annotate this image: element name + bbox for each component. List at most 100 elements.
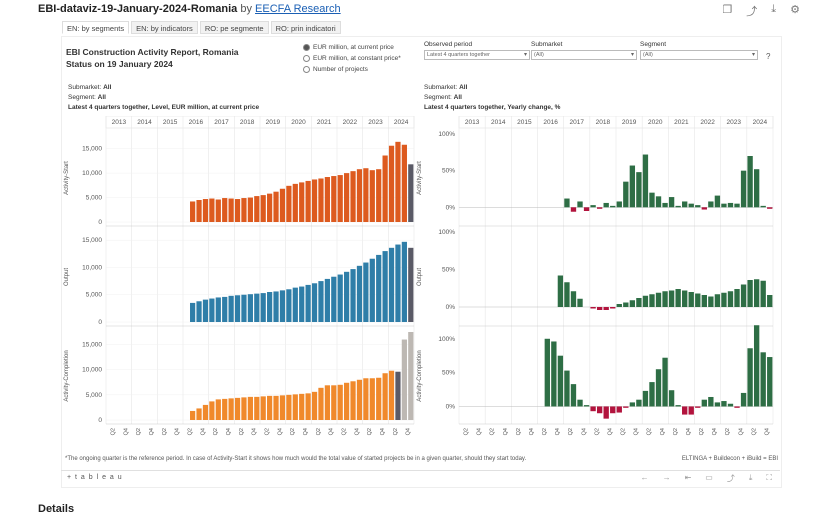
data-bar xyxy=(382,373,388,420)
filter-label: Observed period xyxy=(424,41,473,48)
revert-icon[interactable]: ⇤ xyxy=(684,473,692,482)
data-bar xyxy=(190,410,196,420)
meta-label: Segment: xyxy=(68,94,96,101)
data-bar xyxy=(279,290,286,322)
data-bar xyxy=(753,169,760,208)
data-bar xyxy=(708,396,714,407)
year-tick-label: 2017 xyxy=(214,119,229,126)
year-tick-label: 2013 xyxy=(112,119,127,126)
undo-icon[interactable]: ← xyxy=(640,473,649,482)
quarter-tick-label: Q2 xyxy=(594,428,600,435)
tab-ro-indicatori[interactable]: RO: prin indicatori xyxy=(270,21,341,34)
download-icon[interactable]: ⤓ xyxy=(748,473,753,482)
year-tick-label: 2014 xyxy=(137,119,152,126)
data-bar xyxy=(695,406,701,408)
data-bar xyxy=(682,406,688,415)
pause-icon[interactable]: ▭ xyxy=(705,473,713,482)
data-bar xyxy=(209,198,215,222)
report-title-line1: EBI Construction Activity Report, Romani… xyxy=(66,47,239,57)
radio-current-price[interactable]: EUR million, at current price xyxy=(303,42,401,53)
data-bar xyxy=(324,385,330,420)
quarter-tick-label: Q4 xyxy=(226,428,232,435)
data-bar xyxy=(311,391,318,420)
quarter-tick-label: Q4 xyxy=(686,428,692,435)
viz-title: EBI-dataviz-19-January-2024-Romania xyxy=(38,3,238,15)
data-bar xyxy=(714,195,721,208)
data-bar xyxy=(590,307,596,309)
data-bar xyxy=(727,403,734,407)
data-bar xyxy=(747,280,753,307)
data-bar xyxy=(616,406,622,413)
data-bar xyxy=(202,299,209,322)
observed-period-dropdown[interactable]: Latest 4 quarters together xyxy=(424,50,530,60)
quarter-tick-label: Q4 xyxy=(634,428,640,435)
data-bar xyxy=(570,207,577,212)
radio-constant-price[interactable]: EUR million, at constant price* xyxy=(303,53,401,64)
quarter-tick-label: Q2 xyxy=(136,428,142,435)
data-bar xyxy=(695,205,701,208)
data-bar xyxy=(395,141,401,222)
quarter-tick-label: Q4 xyxy=(581,428,587,435)
data-bar xyxy=(337,175,343,222)
details-heading: Details xyxy=(38,503,75,515)
data-bar xyxy=(708,296,714,307)
data-bar xyxy=(234,397,241,420)
year-tick-label: 2020 xyxy=(291,119,306,126)
quarter-tick-label: Q2 xyxy=(725,428,731,435)
data-bar xyxy=(688,406,694,415)
data-bar xyxy=(305,284,311,322)
data-bar xyxy=(190,201,196,222)
settings-icon[interactable]: ⚙ xyxy=(790,4,800,16)
share-icon[interactable]: ⤴ xyxy=(746,6,758,18)
data-bar xyxy=(363,378,369,420)
data-bar xyxy=(734,203,740,208)
data-bar xyxy=(557,355,564,407)
y-tick-label: 0% xyxy=(446,304,456,311)
redo-icon[interactable]: → xyxy=(662,473,671,482)
data-bar xyxy=(260,396,266,420)
data-bar xyxy=(209,298,215,322)
meta-value: All xyxy=(459,84,468,91)
tab-en-indicators[interactable]: EN: by indicators xyxy=(131,21,198,34)
quarter-tick-label: Q4 xyxy=(303,428,309,435)
filter-label: Submarket xyxy=(531,41,563,48)
data-bar xyxy=(369,378,375,420)
data-bar xyxy=(721,292,727,307)
fullscreen-icon[interactable]: ⛶ xyxy=(766,473,772,482)
quarter-tick-label: Q2 xyxy=(647,428,653,435)
data-bar xyxy=(668,197,675,208)
segment-dropdown[interactable]: (All) xyxy=(640,50,758,60)
data-bar xyxy=(623,302,629,307)
submarket-dropdown[interactable]: (All) xyxy=(531,50,637,60)
quarter-tick-label: Q4 xyxy=(712,428,718,435)
data-bar xyxy=(675,205,681,208)
tab-en-segments[interactable]: EN: by segments xyxy=(62,21,130,34)
quarter-tick-label: Q4 xyxy=(123,428,129,435)
data-bar xyxy=(228,295,234,322)
data-bar xyxy=(273,191,279,222)
data-bar xyxy=(408,247,414,322)
data-bar xyxy=(564,370,570,407)
help-icon[interactable]: ? xyxy=(766,52,771,61)
copy-icon[interactable]: ❐ xyxy=(722,4,733,16)
data-bar xyxy=(311,179,318,222)
data-bar xyxy=(215,199,221,222)
data-bar xyxy=(655,292,662,307)
data-bar xyxy=(324,177,330,222)
data-bar xyxy=(682,290,688,307)
quarter-tick-label: Q4 xyxy=(477,428,483,435)
data-bar xyxy=(311,283,318,322)
data-bar xyxy=(324,278,330,322)
quarter-tick-label: Q2 xyxy=(110,428,116,435)
y-tick-label: 100% xyxy=(438,131,455,138)
data-bar xyxy=(649,382,655,407)
data-bar xyxy=(557,275,564,307)
share-icon[interactable]: ⤴ xyxy=(726,474,735,483)
author-link[interactable]: EECFA Research xyxy=(255,3,341,15)
data-bar xyxy=(642,390,649,407)
data-bar xyxy=(655,369,662,407)
radio-number-projects[interactable]: Number of projects xyxy=(303,64,401,75)
data-bar xyxy=(286,185,292,222)
tab-ro-segmente[interactable]: RO: pe segmente xyxy=(199,21,269,34)
download-icon[interactable]: ⤓ xyxy=(771,3,777,15)
